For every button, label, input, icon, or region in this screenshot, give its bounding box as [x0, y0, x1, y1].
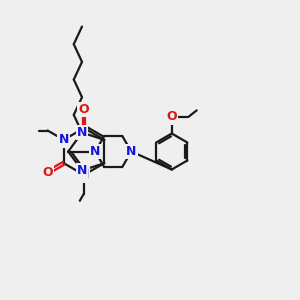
Text: N: N [58, 133, 69, 146]
Text: N: N [77, 164, 87, 177]
Text: N: N [77, 126, 87, 139]
Text: N: N [126, 145, 136, 158]
Text: O: O [42, 166, 53, 179]
Text: O: O [79, 103, 89, 116]
Text: N: N [79, 168, 89, 182]
Text: N: N [90, 145, 101, 158]
Text: O: O [167, 110, 177, 124]
